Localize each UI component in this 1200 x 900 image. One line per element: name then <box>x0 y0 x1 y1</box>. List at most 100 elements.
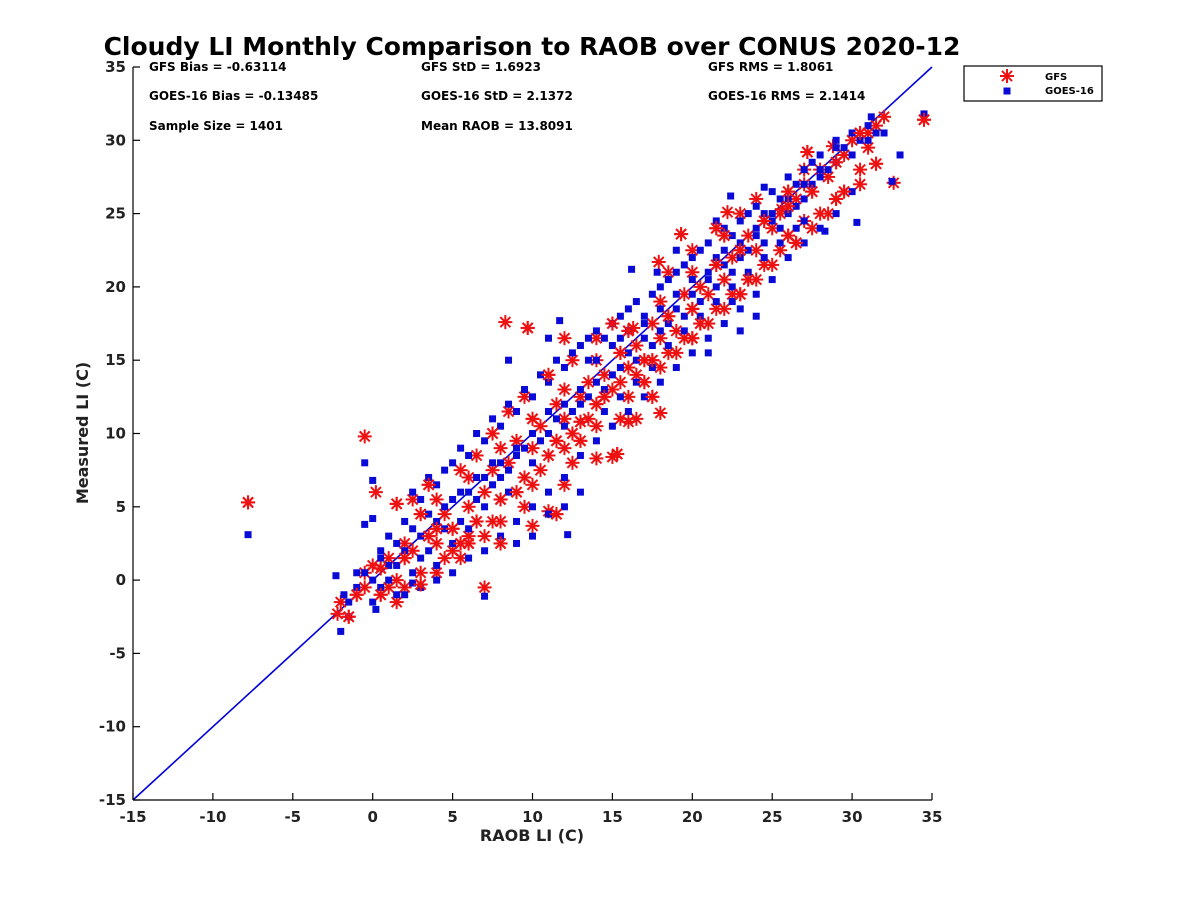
goes16-point <box>497 473 505 481</box>
goes16-point <box>560 503 568 511</box>
gfs-point <box>493 536 508 551</box>
goes16-point <box>672 246 680 254</box>
goes16-point <box>544 488 552 496</box>
gfs-point <box>509 433 524 448</box>
chart-title: Cloudy LI Monthly Comparison to RAOB ove… <box>104 32 961 61</box>
gfs-point <box>493 441 508 456</box>
goes16-point <box>449 495 457 503</box>
gfs-point <box>549 397 564 412</box>
goes16-point <box>744 246 752 254</box>
goes16-point <box>664 320 672 328</box>
goes16-point <box>624 305 632 313</box>
goes16-point <box>584 356 592 364</box>
goes16-point <box>760 183 768 191</box>
legend-goes-marker <box>1003 87 1011 95</box>
goes16-point <box>776 195 784 203</box>
goes16-point <box>332 572 340 580</box>
goes16-point <box>632 356 640 364</box>
gfs-point <box>637 375 652 390</box>
goes16-point <box>720 261 728 269</box>
legend-gfs-asterisk <box>1000 69 1014 83</box>
gfs-point <box>368 485 383 500</box>
gfs-point <box>498 315 513 330</box>
goes16-point <box>736 254 744 262</box>
gfs-point <box>613 411 628 426</box>
goes16-point <box>552 415 560 423</box>
x-tick-label: 10 <box>522 808 543 826</box>
gfs-point <box>341 609 356 624</box>
goes16-point <box>584 334 592 342</box>
y-axis-label: Measured LI (C) <box>73 362 92 504</box>
goes16-point <box>600 386 608 394</box>
goes16-point <box>704 276 712 284</box>
goes16-point <box>576 342 584 350</box>
goes16-point <box>744 210 752 218</box>
gfs-point <box>800 145 815 160</box>
goes16-point <box>457 444 465 452</box>
gfs-point <box>629 338 644 353</box>
goes16-point <box>752 232 760 240</box>
goes16-point <box>608 371 616 379</box>
legend-gfs-marker <box>1000 69 1014 83</box>
goes16-point <box>481 473 489 481</box>
goes16-point <box>369 598 377 606</box>
goes16-point <box>529 459 536 467</box>
goes16-point <box>688 254 696 262</box>
goes16-point <box>816 166 824 174</box>
goes16-point <box>704 334 712 342</box>
gfs-point <box>485 514 500 529</box>
gfs-point <box>610 447 625 462</box>
goes16-point <box>752 202 760 210</box>
goes16-point <box>497 532 505 540</box>
goes16-point <box>377 554 385 562</box>
goes16-point <box>401 517 409 525</box>
goes16-point <box>832 210 840 218</box>
legend-gfs-label: GFS <box>1045 72 1067 83</box>
goes16-point <box>616 334 624 342</box>
goes16-point <box>688 349 696 357</box>
goes16-point <box>816 151 824 159</box>
goes16-point <box>752 224 760 232</box>
gfs-point <box>757 213 772 228</box>
gfs-point <box>533 463 548 478</box>
goes16-point <box>353 569 361 577</box>
goes16-point <box>505 356 513 364</box>
goes16-point <box>592 437 600 445</box>
goes16-point <box>481 547 489 555</box>
goes16-point <box>624 349 632 357</box>
goes16-point <box>853 218 861 226</box>
goes16-point <box>377 583 385 591</box>
goes16-point <box>736 217 744 225</box>
gfs-point <box>621 323 636 338</box>
goes16-point <box>656 378 664 386</box>
goes16-point <box>672 305 680 313</box>
goes16-point <box>768 188 776 196</box>
stat-gfs-rms: GFS RMS = 1.8061 <box>708 60 833 74</box>
goes16-point <box>640 334 648 342</box>
goes16-point <box>369 515 377 523</box>
goes16-point <box>521 386 529 394</box>
goes16-point <box>409 488 417 496</box>
gfs-point <box>477 485 492 500</box>
y-tick-label: 25 <box>105 205 126 223</box>
gfs-point <box>573 414 588 429</box>
goes16-point <box>393 561 401 569</box>
goes16-point <box>361 459 369 467</box>
goes16-point <box>664 276 672 284</box>
gfs-point <box>477 529 492 544</box>
goes16-point <box>616 312 624 320</box>
x-tick-label: 30 <box>842 808 863 826</box>
goes16-point <box>576 386 584 394</box>
gfs-point <box>565 426 580 441</box>
goes16-point <box>425 510 433 518</box>
goes16-point <box>688 290 696 298</box>
goes16-point <box>529 430 536 437</box>
goes16-point <box>564 531 572 539</box>
gfs-point <box>453 536 468 551</box>
ticks-layer: -15 -10 -5 0 5 10 15 20 25 30 35 -15 -10 -5 0 5 10 15 20 25… <box>99 58 943 826</box>
goes16-point <box>385 576 393 584</box>
goes16-point <box>696 298 704 306</box>
goes16-point <box>441 466 449 474</box>
legend-box <box>963 65 1103 102</box>
gfs-point <box>685 301 700 316</box>
